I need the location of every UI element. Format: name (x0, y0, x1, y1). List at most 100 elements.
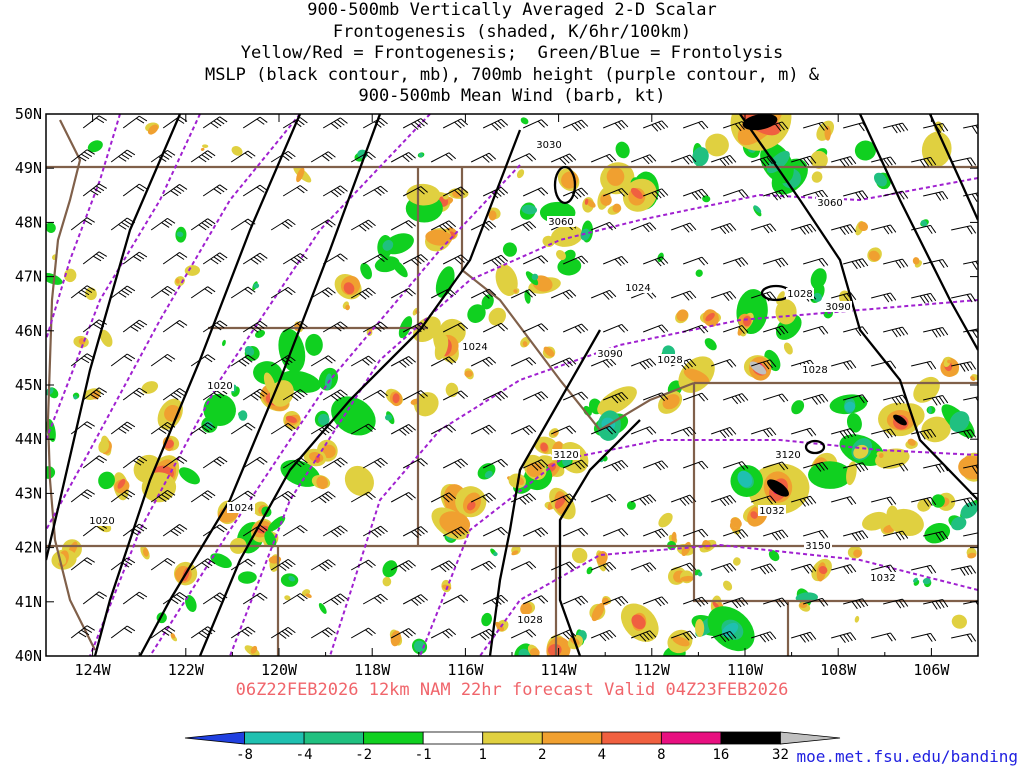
wind-barb-feather (701, 392, 709, 401)
wind-barb-feather (774, 531, 782, 540)
wind-barb-feather (124, 627, 133, 634)
wind-barb-feather (83, 423, 93, 429)
colorbar-swatch (482, 731, 543, 745)
frontogenesis-area (606, 167, 625, 186)
wind-barb-feather (846, 225, 853, 234)
wind-barb-feather (500, 322, 509, 330)
wind-barb (242, 184, 268, 197)
wind-barb-feather (701, 188, 709, 197)
wind-barb (242, 456, 268, 469)
wind-barb-feather (722, 429, 730, 437)
wind-barb-feather (762, 157, 770, 166)
wind-barb-feather (482, 291, 490, 299)
wind-barb-feather (216, 118, 225, 125)
wind-barb-feather (247, 286, 256, 293)
wind-barb-feather (460, 118, 469, 126)
wind-barb-feather (287, 558, 296, 566)
frontogenesis-area (434, 334, 449, 361)
wind-barb (683, 324, 709, 334)
wind-barb-feather (500, 118, 509, 126)
wind-barb-feather (336, 391, 345, 398)
wind-barb-feather (173, 596, 182, 603)
wind-barb (602, 255, 629, 267)
wind-barb-feather (649, 494, 657, 502)
wind-barb-feather (241, 358, 250, 365)
wind-barb (791, 155, 817, 167)
wind-barb-feather (420, 390, 428, 397)
wind-barb-feather (256, 118, 265, 125)
wind-barb-feather (617, 121, 625, 129)
wind-barb-feather (602, 292, 610, 300)
wind-barb-feather (445, 494, 453, 501)
wind-barb-feather (336, 595, 345, 602)
wind-barb-feather (164, 220, 173, 226)
wind-barb-feather (722, 497, 730, 505)
frontolysis-area (331, 396, 376, 436)
wind-barb-feather (741, 597, 749, 605)
frontolysis-area (791, 400, 805, 415)
wind-barb-feather (614, 122, 622, 131)
credit-url[interactable]: moe.met.fsu.edu/banding (796, 747, 1018, 766)
wind-barb (923, 191, 949, 201)
wind-barb-feather (133, 527, 142, 534)
frontolysis-area (267, 515, 286, 532)
wind-barb-feather (299, 253, 308, 260)
wind-barb-feather (457, 528, 465, 535)
wind-barb-feather (488, 560, 497, 568)
wind-barb-feather (457, 324, 465, 331)
wind-barb-feather (293, 460, 302, 468)
wind-barb (470, 424, 497, 435)
wind-barb-feather (734, 259, 742, 268)
wind-barb-feather (809, 155, 817, 164)
frontogenesis-area (878, 453, 884, 459)
wind-barb (550, 425, 577, 435)
wind-barb-feather (534, 394, 542, 402)
wind-barb-feather (241, 630, 250, 637)
wind-barb-feather (729, 155, 737, 163)
wind-barb-feather (321, 291, 330, 298)
frontogenesis-area (540, 442, 548, 452)
wind-barb-feather (284, 356, 293, 364)
wind-barb-feather (340, 389, 348, 396)
wind-barb-feather (843, 226, 850, 235)
wind-barb-feather (851, 261, 858, 270)
wind-barb-feather (806, 428, 813, 437)
wind-barb (522, 187, 549, 197)
wind-barb-feather (966, 294, 973, 303)
wind-barb (242, 524, 268, 537)
wind-barb-feather (259, 388, 268, 395)
wind-barb-feather (336, 527, 345, 534)
wind-barb (322, 593, 348, 606)
wind-barb-feather (617, 393, 625, 401)
mslp-contour (93, 114, 302, 656)
wind-barb-feather (485, 494, 493, 502)
wind-barb-feather (890, 428, 897, 437)
wind-barb-feather (898, 531, 905, 540)
wind-barb-feather (216, 526, 225, 533)
wind-barb-feather (970, 497, 977, 506)
frontogenesis-area (202, 144, 209, 148)
wind-barb-feather (843, 294, 850, 303)
wind-barb-feather (930, 633, 937, 642)
mslp-label: 1024 (228, 503, 253, 514)
wind-barb (482, 186, 509, 199)
wind-barb (122, 455, 148, 469)
frontogenesis-area (200, 147, 205, 151)
wind-barb-feather (497, 392, 505, 400)
title-line-4: MSLP (black contour, mb), 700mb height (… (204, 64, 820, 85)
frontogenesis-area (532, 275, 553, 292)
wind-barb-feather (204, 560, 213, 567)
wind-barb-feather (448, 288, 457, 296)
wind-barb-feather (133, 391, 142, 398)
frontolysis-area (692, 146, 709, 167)
wind-barb (683, 596, 709, 607)
wind-barb-feather (769, 427, 777, 436)
wind-barb-feather (890, 632, 897, 641)
wind-barb (923, 531, 949, 541)
mslp-label-bg (656, 354, 684, 365)
wind-barb (350, 559, 376, 571)
wind-barb (322, 253, 348, 265)
wind-barb-feather (966, 498, 973, 507)
wind-barb-feather (577, 189, 585, 197)
